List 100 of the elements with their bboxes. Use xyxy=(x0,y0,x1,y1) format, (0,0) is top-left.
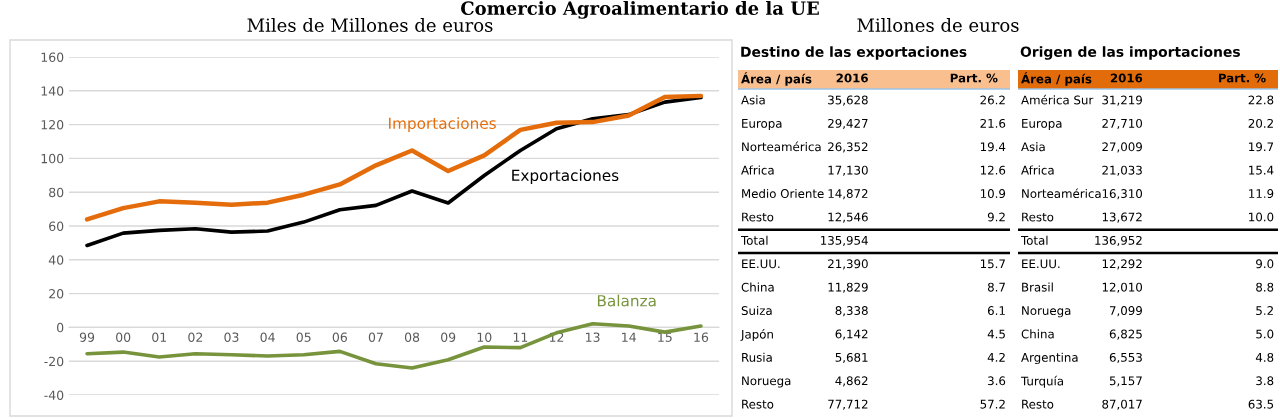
category-label: EE.UU. xyxy=(742,259,780,269)
data-label: 3.8 xyxy=(1256,376,1274,386)
text: Millones de euros xyxy=(857,18,1019,32)
data-label: 27,009 xyxy=(1102,142,1142,153)
category-label: Europa xyxy=(742,119,782,131)
category-label: Africa xyxy=(1021,165,1054,175)
data-label: 12,292 xyxy=(1102,259,1142,270)
data-label: 10.9 xyxy=(980,189,1006,199)
data-label: 77,712 xyxy=(828,399,868,410)
data-label: 14,872 xyxy=(828,189,868,200)
data-label: 11.9 xyxy=(1249,189,1274,199)
data-label: 11,829 xyxy=(828,282,868,293)
data-label: 4.5 xyxy=(987,329,1005,339)
data-label: 31,219 xyxy=(1102,95,1142,106)
data-label: 135,954 xyxy=(821,235,868,247)
chart-subtitle: Miles de Millones de euros xyxy=(247,18,493,32)
data-label: 6.1 xyxy=(987,306,1005,316)
x-tick-label: 13 xyxy=(586,332,600,342)
data-label: 16,310 xyxy=(1102,189,1143,200)
data-label: 8.8 xyxy=(1256,282,1274,292)
text: Destino de las exportaciones xyxy=(741,46,967,60)
data-label: 12,010 xyxy=(1102,282,1143,293)
data-label: 12,546 xyxy=(828,212,868,223)
category-label: China xyxy=(1021,329,1054,339)
x-tick-label: 08 xyxy=(404,332,420,342)
line-series xyxy=(84,93,704,222)
y-tick-label: 60 xyxy=(49,221,64,231)
y-tick-label: 80 xyxy=(49,187,64,198)
x-tick-label: 07 xyxy=(368,332,383,342)
category-label: Asia xyxy=(741,95,765,105)
category-label: Suiza xyxy=(741,305,772,316)
category-label: Total xyxy=(740,235,768,245)
y-tick-label: 140 xyxy=(41,86,64,96)
category-label: Asia xyxy=(1021,142,1045,152)
category-label: Brasil xyxy=(1022,282,1053,292)
x-tick-label: 11 xyxy=(513,332,528,342)
category-label: Argentina xyxy=(1021,352,1078,365)
data-label: 21,033 xyxy=(1102,165,1142,176)
category-label: EE.UU. xyxy=(1022,259,1060,269)
text: Part. % xyxy=(1218,73,1266,83)
category-label: China xyxy=(741,282,774,292)
data-label: 29,427 xyxy=(828,118,868,130)
y-tick-label: 120 xyxy=(41,120,64,130)
series-label: Importaciones xyxy=(389,117,496,132)
data-label: 26.2 xyxy=(980,95,1005,105)
y-tick-label: 0 xyxy=(57,322,64,333)
text: Área / país xyxy=(741,72,812,86)
x-tick-label: 16 xyxy=(694,332,709,342)
series-label: Balanza xyxy=(597,294,656,307)
data-label: 8.7 xyxy=(987,282,1005,292)
x-tick-label: 10 xyxy=(477,332,492,342)
chart-title: Comercio Agroalimentario de la UE xyxy=(461,1,819,19)
data-label: 17,130 xyxy=(828,165,868,176)
category-label: Medio Oriente xyxy=(742,188,824,199)
data-label: 15.4 xyxy=(1249,165,1274,175)
data-label: 22.8 xyxy=(1248,95,1274,105)
data-label: 21,390 xyxy=(828,259,868,270)
x-tick-label: 06 xyxy=(332,332,347,342)
y-tick-label: 100 xyxy=(41,153,64,164)
data-label: 136,952 xyxy=(1095,235,1142,247)
data-label: 63.5 xyxy=(1248,399,1274,409)
data-label: 4,862 xyxy=(835,376,868,387)
category-label: Turquía xyxy=(1020,375,1063,388)
data-label: 57.2 xyxy=(980,399,1005,409)
y-tick-label: -40 xyxy=(44,390,64,400)
category-label: Africa xyxy=(741,165,774,175)
category-label: Norteamérica xyxy=(1022,188,1101,199)
text: Área / país xyxy=(1021,72,1092,86)
series-label: Exportaciones xyxy=(512,169,619,185)
category-label: Total xyxy=(1020,235,1048,245)
category-label: Resto xyxy=(742,212,774,222)
data-label: 20.2 xyxy=(1248,118,1273,128)
x-tick-label: 04 xyxy=(260,332,275,342)
x-tick-label: 03 xyxy=(224,332,239,342)
x-tick-label: 09 xyxy=(441,332,456,342)
category-label: América Sur xyxy=(1021,94,1094,105)
y-tick-label: 40 xyxy=(48,255,64,265)
category-label: Norteamérica xyxy=(742,141,821,152)
y-tick-label: 20 xyxy=(49,289,64,299)
x-tick-label: 02 xyxy=(188,332,203,342)
y-tick-label: -20 xyxy=(44,356,64,367)
x-tick-label: 00 xyxy=(116,332,131,342)
data-label: 4.8 xyxy=(1255,352,1274,362)
text: 2016 xyxy=(1110,73,1143,83)
data-label: 5,157 xyxy=(1109,376,1142,387)
data-label: 7,099 xyxy=(1109,306,1142,317)
category-label: Noruega xyxy=(1022,306,1071,318)
category-label: Noruega xyxy=(742,376,791,388)
data-label: 13,672 xyxy=(1102,212,1142,223)
data-label: 19.7 xyxy=(1249,142,1274,152)
data-label: 5,681 xyxy=(835,352,868,364)
x-tick-label: 99 xyxy=(79,332,95,342)
category-label: Europa xyxy=(1022,119,1062,131)
data-label: 5.0 xyxy=(1256,329,1274,339)
data-label: 6,553 xyxy=(1109,352,1142,364)
category-label: Resto xyxy=(1022,399,1054,409)
x-tick-label: 15 xyxy=(658,332,672,342)
x-tick-label: 05 xyxy=(296,332,311,342)
data-label: 27,710 xyxy=(1102,118,1143,130)
data-label: 9.0 xyxy=(1256,259,1274,269)
